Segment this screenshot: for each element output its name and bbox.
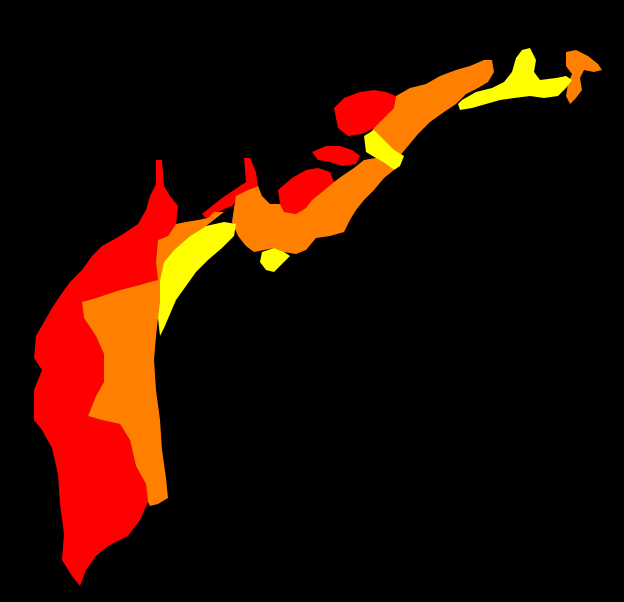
- orange-zone-group: [82, 50, 602, 506]
- orange-zone-northeast: [366, 60, 494, 164]
- yellow-zone-west-coast: [158, 222, 236, 336]
- red-zone-west-coast: [34, 160, 178, 586]
- red-zone-central-north: [202, 158, 258, 220]
- yellow-zone-central: [260, 248, 290, 272]
- yellow-zone-group: [158, 48, 572, 336]
- red-zone-group: [34, 90, 396, 586]
- orange-zone-west-coast: [82, 212, 224, 506]
- orange-zone-far-northeast: [566, 50, 602, 104]
- orange-zone-central: [232, 158, 394, 254]
- red-zone-central-small: [312, 146, 360, 166]
- yellow-zone-northeast: [458, 48, 572, 110]
- yellow-zone-central-north: [364, 130, 404, 170]
- red-zone-northeast: [334, 90, 396, 136]
- red-zone-central: [278, 168, 334, 214]
